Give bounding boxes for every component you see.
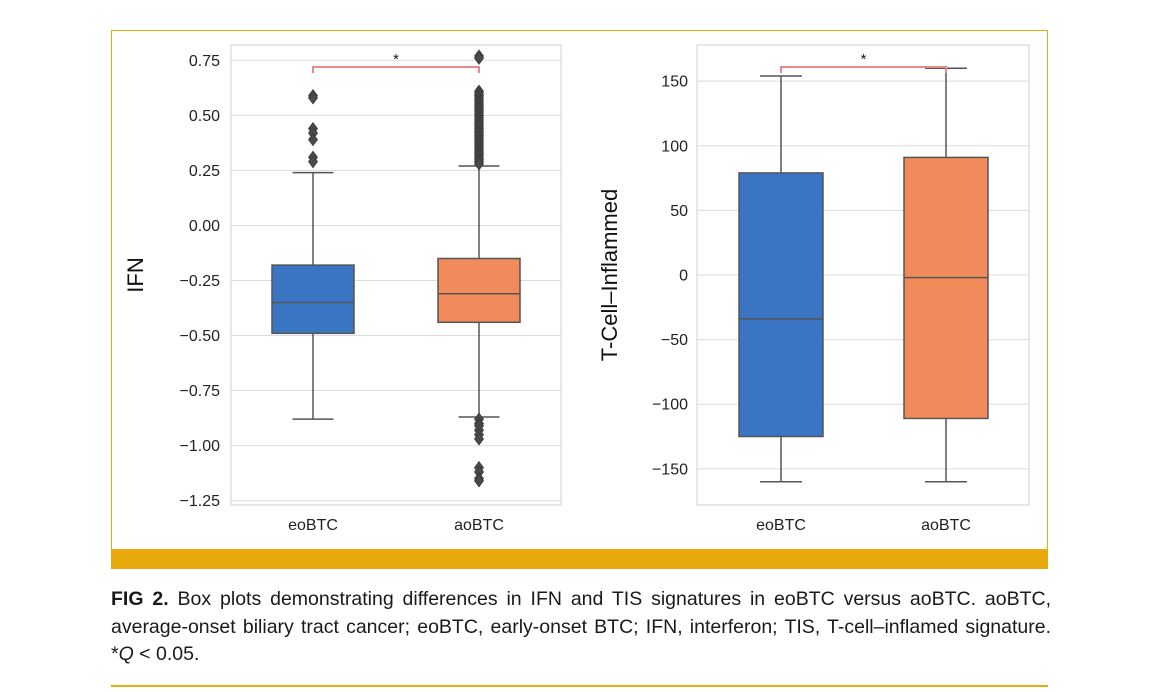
y-tick-label: −0.50 [180, 328, 221, 345]
y-tick-label: −50 [661, 332, 688, 349]
ifn-box-plot: 0.75 0.50 0.25 0.00 −0.25 −0.50 −0.75 −1.00 −1.2… [123, 44, 562, 534]
significance-star: * [861, 51, 867, 68]
significance-star: * [393, 51, 399, 68]
box-eoBTC [271, 264, 355, 335]
caption-text: Box plots demonstrating differences in I… [111, 588, 1051, 665]
x-tick-label: eoBTC [288, 517, 338, 534]
y-tick-label: −1.00 [180, 438, 221, 455]
x-tick-label: aoBTC [454, 517, 504, 534]
box-aoBTC [903, 156, 989, 420]
outlier-point [474, 51, 484, 65]
y-tick-label: −100 [652, 397, 688, 414]
outlier-point [474, 474, 484, 488]
y-tick-label: −0.25 [180, 273, 221, 290]
y-tick-label: 0.50 [189, 108, 220, 125]
x-tick-label: aoBTC [921, 517, 971, 534]
y-tick-label: −0.75 [180, 383, 221, 400]
figure-caption: FIG 2. Box plots demonstrating differenc… [111, 586, 1051, 669]
y-tick-label: 50 [670, 203, 688, 220]
box-aoBTC [437, 257, 521, 324]
y-tick-label: 0 [679, 268, 688, 285]
figure-accent-bar [111, 549, 1048, 569]
y-tick-label: −1.25 [180, 493, 221, 510]
tis-box-plot: 150 100 50 0 −50 −100 −150 eoBTC aoBTC T-Cell–Inf… [597, 44, 1030, 534]
outlier-point [308, 132, 318, 147]
caption-q-symbol: Q [118, 643, 134, 665]
y-axis-title: T-Cell–Inflammed [597, 189, 622, 361]
outlier-point [308, 154, 318, 169]
caption-text-end: < 0.05. [133, 643, 200, 665]
x-tick-label: eoBTC [756, 517, 806, 534]
outlier-point [308, 91, 318, 105]
outlier-point [474, 432, 484, 446]
box-eoBTC [738, 172, 824, 438]
significance-bracket [312, 66, 480, 73]
y-tick-label: 0.25 [189, 163, 220, 180]
y-tick-label: 0.75 [189, 53, 220, 70]
significance-bracket [780, 66, 947, 73]
figure-label: FIG 2. [111, 588, 169, 610]
caption-bottom-rule [111, 685, 1048, 687]
y-tick-label: 100 [661, 138, 688, 155]
y-axis-title: IFN [123, 257, 148, 292]
y-tick-label: 150 [661, 74, 688, 91]
y-tick-label: 0.00 [189, 218, 220, 235]
y-tick-label: −150 [652, 461, 688, 478]
outlier-point [474, 157, 484, 171]
